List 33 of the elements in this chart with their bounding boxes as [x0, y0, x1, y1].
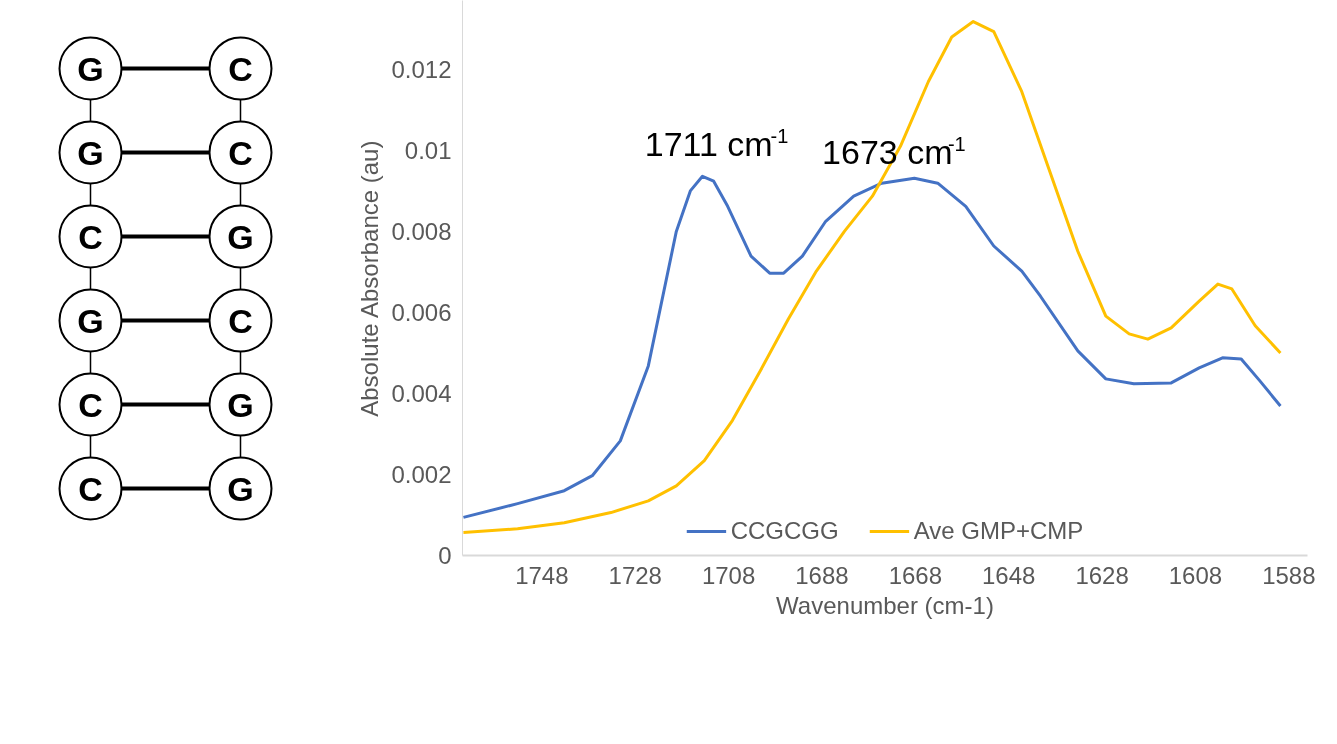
legend-label: Ave GMP+CMP: [913, 517, 1084, 545]
x-tick-label: 1648: [982, 561, 1036, 589]
x-tick-label: 1728: [608, 561, 662, 589]
line-series: [462, 174, 1282, 519]
y-axis-title: Absolute Absorbance (au): [356, 140, 384, 417]
text: G: [227, 217, 254, 256]
y-tick-label: 0.008: [391, 217, 452, 245]
legend-label: CCGCGG: [730, 517, 839, 545]
x-tick-label: 1708: [701, 561, 756, 589]
y-tick-label: 0.01: [404, 136, 452, 164]
text: C: [78, 385, 103, 424]
text: G: [227, 469, 254, 508]
x-tick-label: 1588: [1262, 561, 1316, 589]
text: C: [78, 217, 103, 256]
x-tick-label: 1668: [888, 561, 943, 589]
text: G: [77, 133, 104, 172]
y-tick-label: 0.012: [391, 55, 452, 83]
x-tick-label: 1748: [515, 561, 569, 589]
x-tick-label: 1608: [1168, 561, 1223, 589]
y-tick-label: 0.004: [391, 379, 452, 407]
text: C: [78, 469, 103, 508]
y-tick-label: 0: [438, 542, 452, 569]
text: C: [228, 301, 253, 340]
text: G: [77, 49, 104, 88]
text: C: [228, 49, 253, 88]
x-tick-label: 1688: [795, 561, 849, 589]
text: G: [227, 385, 254, 424]
text: C: [228, 133, 253, 172]
y-tick-label: 0.006: [391, 298, 452, 326]
y-tick-label: 0.002: [391, 460, 452, 488]
x-tick-label: 1628: [1075, 561, 1129, 589]
x-axis-title: Wavenumber (cm-1): [776, 591, 994, 619]
text: G: [77, 301, 104, 340]
